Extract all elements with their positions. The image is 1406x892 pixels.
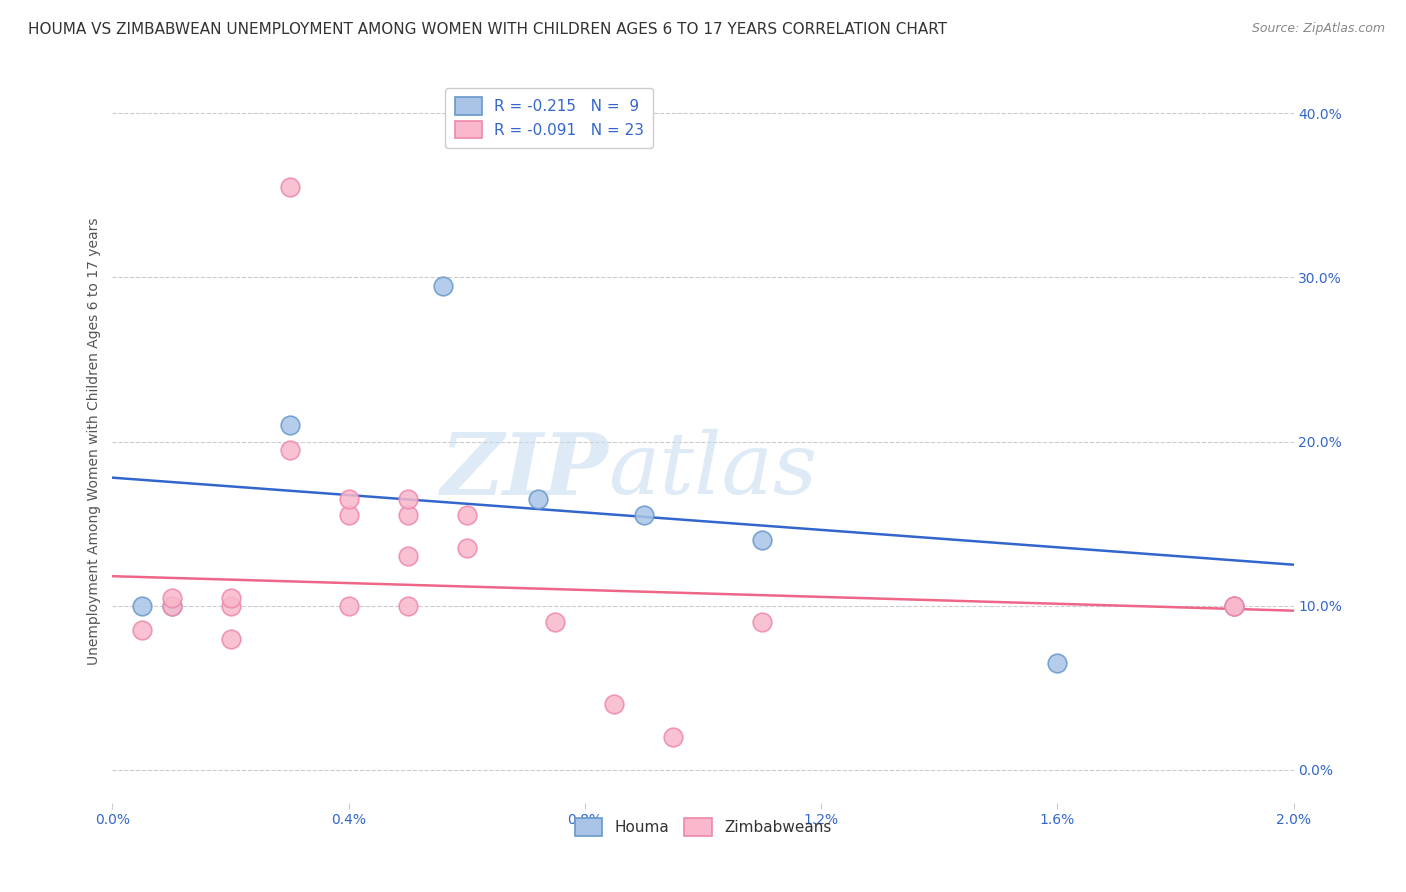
Text: ZIP: ZIP xyxy=(440,429,609,512)
Point xyxy=(131,624,153,638)
Point xyxy=(278,442,301,457)
Point xyxy=(751,615,773,630)
Point xyxy=(396,491,419,506)
Point xyxy=(337,508,360,523)
Point xyxy=(131,599,153,613)
Point xyxy=(337,599,360,613)
Point xyxy=(219,599,242,613)
Point xyxy=(160,599,183,613)
Point xyxy=(160,591,183,605)
Point xyxy=(337,491,360,506)
Point xyxy=(1223,599,1246,613)
Point xyxy=(219,591,242,605)
Point xyxy=(219,632,242,646)
Point xyxy=(432,278,454,293)
Point xyxy=(1223,599,1246,613)
Point xyxy=(278,180,301,194)
Text: Source: ZipAtlas.com: Source: ZipAtlas.com xyxy=(1251,22,1385,36)
Legend: Houma, Zimbabweans: Houma, Zimbabweans xyxy=(568,813,838,842)
Point xyxy=(396,508,419,523)
Point xyxy=(526,491,548,506)
Text: HOUMA VS ZIMBABWEAN UNEMPLOYMENT AMONG WOMEN WITH CHILDREN AGES 6 TO 17 YEARS CO: HOUMA VS ZIMBABWEAN UNEMPLOYMENT AMONG W… xyxy=(28,22,948,37)
Point xyxy=(456,508,478,523)
Point xyxy=(544,615,567,630)
Point xyxy=(396,599,419,613)
Point xyxy=(396,549,419,564)
Point xyxy=(751,533,773,547)
Point xyxy=(456,541,478,556)
Point xyxy=(160,599,183,613)
Point xyxy=(662,730,685,744)
Point xyxy=(1046,657,1069,671)
Point xyxy=(1223,599,1246,613)
Point xyxy=(633,508,655,523)
Point xyxy=(278,418,301,433)
Y-axis label: Unemployment Among Women with Children Ages 6 to 17 years: Unemployment Among Women with Children A… xyxy=(87,218,101,665)
Point xyxy=(603,698,626,712)
Text: atlas: atlas xyxy=(609,429,818,512)
